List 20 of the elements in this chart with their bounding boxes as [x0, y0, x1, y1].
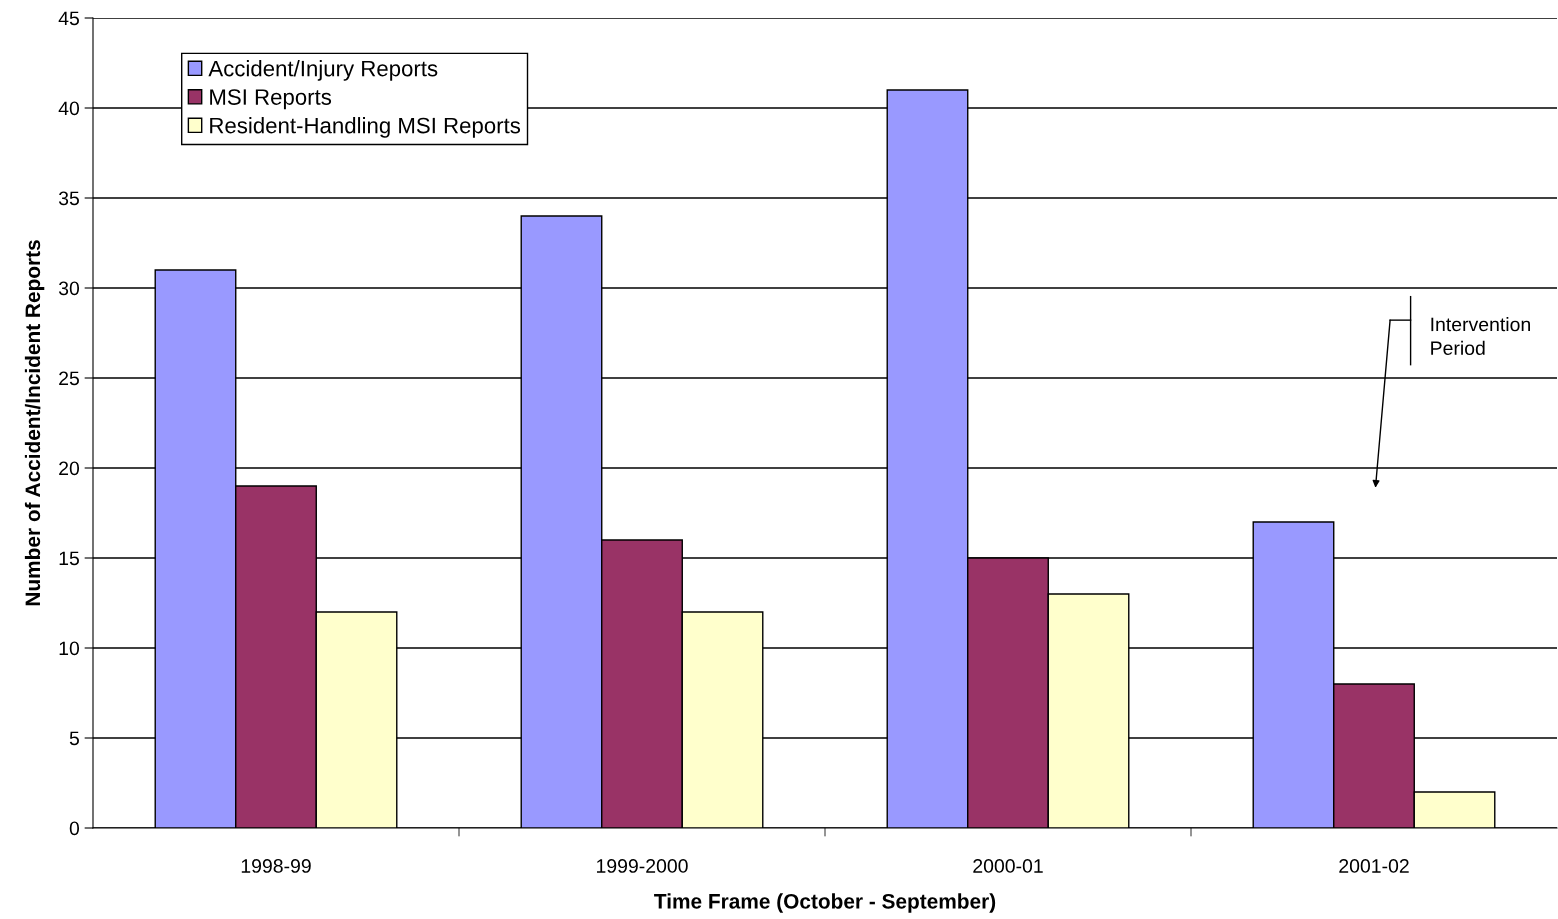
- y-tick-label: 10: [59, 641, 80, 656]
- legend-label: Resident-Handling MSI Reports: [210, 117, 521, 138]
- y-tick-label: 0: [69, 821, 80, 836]
- x-tick-label: 2000-01: [973, 859, 1043, 873]
- y-tick-label: 20: [59, 461, 80, 476]
- y-tick-label: 35: [58, 191, 79, 206]
- y-tick-label: 40: [58, 101, 80, 116]
- x-tick-label: 1998-99: [241, 859, 311, 873]
- y-tick-label: 15: [59, 551, 79, 566]
- y-tick-label: 25: [59, 371, 79, 386]
- y-tick-label: 45: [58, 11, 79, 26]
- y-tick-label: 5: [69, 731, 79, 746]
- y-axis-title: Number of Accident/Incident Reports: [24, 240, 45, 606]
- x-tick-label: 1999-2000: [596, 859, 688, 873]
- legend-label: Accident/Injury Reports: [208, 60, 438, 81]
- annotation: Intervention Period: [1431, 317, 1530, 356]
- y-tick-label: 30: [58, 281, 80, 296]
- x-tick-label: 2001-02: [1339, 859, 1409, 873]
- x-axis-title: Time Frame (October - September): [654, 893, 996, 913]
- legend-label: MSI Reports: [210, 89, 332, 110]
